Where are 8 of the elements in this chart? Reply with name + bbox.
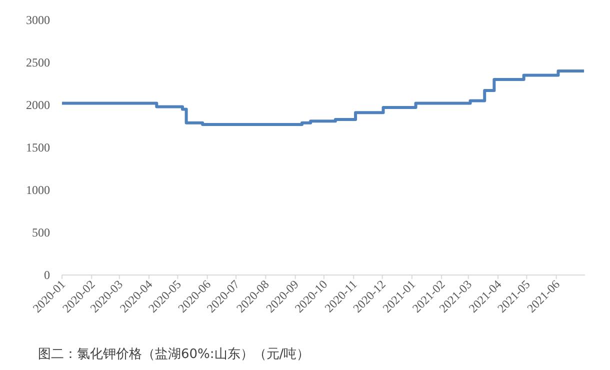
text: 图二：氯化钾价格（盐湖60%:山东）（元/吨）: [38, 347, 310, 362]
y-tick-label: 3000: [26, 13, 50, 28]
y-tick-label: 2500: [26, 56, 50, 70]
y-tick-label: 1500: [26, 140, 50, 155]
y-tick-label: 0: [44, 268, 50, 282]
y-tick-label: 2000: [26, 98, 50, 112]
y-tick-label: 1000: [26, 183, 50, 198]
y-tick-label: 500: [32, 226, 50, 240]
